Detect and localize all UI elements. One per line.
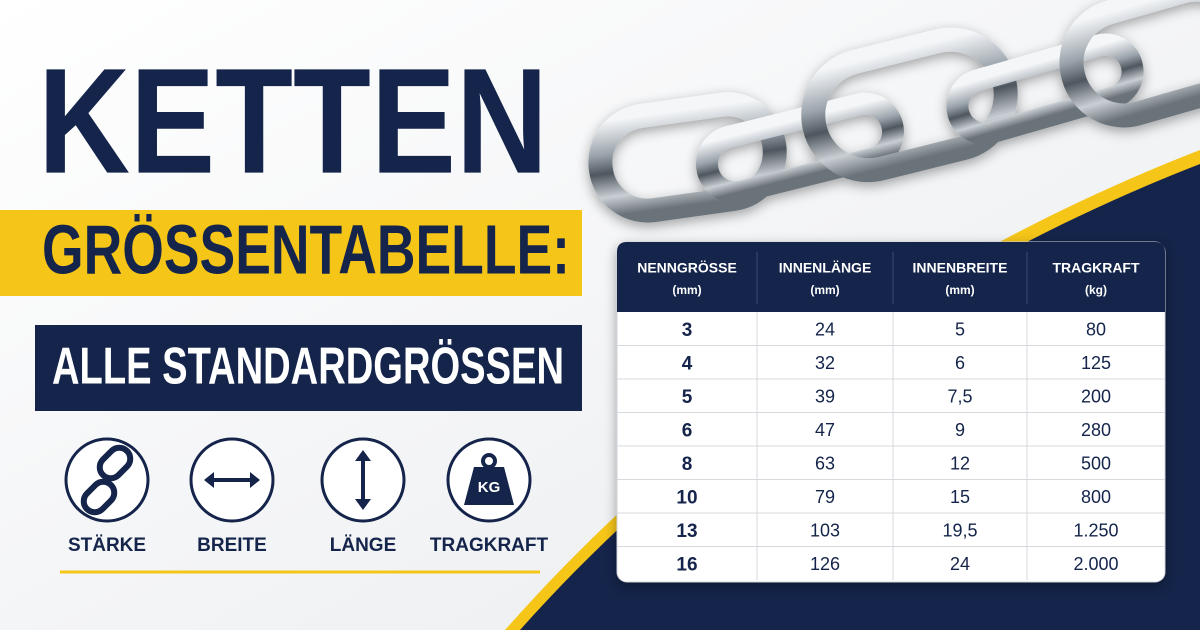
- table-cell: 79: [815, 487, 835, 507]
- table-cell: 103: [810, 521, 840, 541]
- table-cell: 200: [1081, 387, 1111, 407]
- column-header: NENNGRÖSSE: [637, 260, 737, 276]
- table-cell: 32: [815, 353, 835, 373]
- tagline-band: [35, 325, 582, 411]
- table-cell: 39: [815, 387, 835, 407]
- table-cell: 9: [955, 420, 965, 440]
- tagline: ALLE STANDARDGRÖSSEN: [52, 338, 564, 396]
- icon-badge: KG: [478, 479, 501, 496]
- table-cell: 4: [682, 353, 693, 374]
- table-cell: 15: [950, 487, 970, 507]
- icon-label: TRAGKRAFT: [430, 535, 549, 556]
- table-cell: 500: [1081, 454, 1111, 474]
- icon-staerke: [64, 437, 150, 523]
- column-unit: (mm): [810, 283, 839, 297]
- table-cell: 8: [682, 454, 693, 475]
- table-cell: 5: [955, 320, 965, 340]
- table-cell: 6: [955, 353, 965, 373]
- table-cell: 3: [682, 320, 693, 341]
- column-header: INNENLÄNGE: [779, 260, 872, 276]
- icon-label: STÄRKE: [68, 535, 146, 556]
- table-cell: 12: [950, 454, 970, 474]
- table-cell: 6: [682, 420, 693, 441]
- icon-tragkraft: [446, 437, 532, 523]
- column-unit: (kg): [1085, 283, 1107, 297]
- table-cell: 47: [815, 420, 835, 440]
- icon-laenge: [320, 437, 406, 523]
- subtitle-band: [0, 210, 582, 296]
- table-cell: 5: [682, 387, 693, 408]
- column-header: INNENBREITE: [913, 260, 1008, 276]
- chain: [588, 0, 1200, 223]
- table-cell: 24: [950, 554, 970, 574]
- column-unit: (mm): [672, 283, 701, 297]
- icon-breite: [189, 437, 275, 523]
- icon-label: BREITE: [197, 535, 267, 556]
- table-header: [617, 242, 1165, 312]
- column-unit: (mm): [945, 283, 974, 297]
- table-cell: 10: [676, 487, 697, 508]
- column-header: TRAGKRAFT: [1052, 260, 1140, 276]
- table-cell: 1.250: [1073, 521, 1118, 541]
- table-cell: 63: [815, 454, 835, 474]
- table-cell: 280: [1081, 420, 1111, 440]
- table-cell: 13: [676, 521, 697, 542]
- table-cell: 800: [1081, 487, 1111, 507]
- table-cell: 19,5: [942, 521, 977, 541]
- table-cell: 7,5: [947, 387, 972, 407]
- table-cell: 16: [676, 554, 697, 575]
- title: KETTEN: [38, 37, 548, 205]
- table-cell: 80: [1086, 320, 1106, 340]
- table-cell: 125: [1081, 353, 1111, 373]
- table-cell: 24: [815, 320, 835, 340]
- icon-label: LÄNGE: [330, 535, 397, 556]
- subtitle: GRÖSSENTABELLE:: [42, 210, 570, 288]
- table-cell: 126: [810, 554, 840, 574]
- table-cell: 2.000: [1073, 554, 1118, 574]
